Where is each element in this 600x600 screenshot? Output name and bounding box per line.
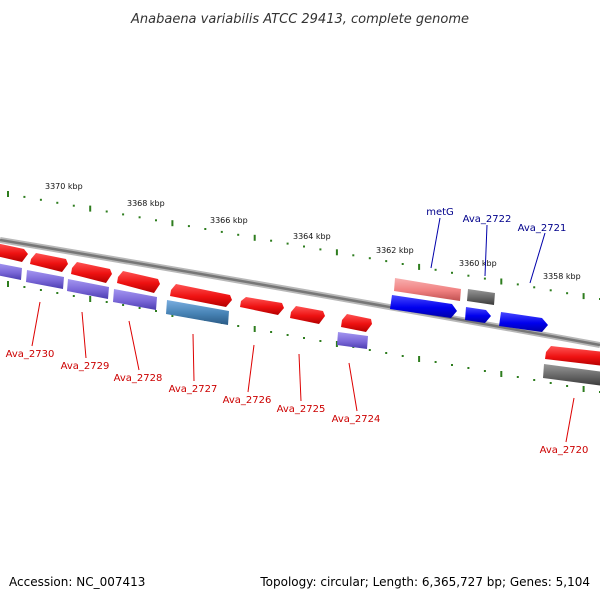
gene-arrow[interactable] — [170, 284, 232, 307]
gene-label-ava-2722[interactable]: Ava_2722 — [463, 214, 512, 225]
gene-arrow[interactable] — [465, 307, 491, 323]
gene-arrow[interactable] — [240, 297, 284, 315]
gene-arrow[interactable] — [71, 262, 112, 283]
gene-label-metg[interactable]: metG — [426, 207, 454, 218]
gene-arrow[interactable] — [0, 263, 22, 280]
genome-summary-text: Topology: circular; Length: 6,365,727 bp… — [259, 575, 590, 589]
tick-label: 3368 kbp — [127, 199, 165, 208]
gene-arrow[interactable] — [499, 312, 548, 332]
gene-arrow[interactable] — [30, 253, 68, 272]
gene-arrow[interactable] — [117, 271, 160, 293]
gene-arrow[interactable] — [166, 300, 229, 325]
gene-arrow[interactable] — [341, 314, 372, 332]
map-title: Anabaena variabilis ATCC 29413, complete… — [130, 12, 469, 27]
forward-strand-genes — [0, 243, 600, 366]
gene-label-ava-2725[interactable]: Ava_2725 — [277, 404, 326, 415]
tick-label: 3358 kbp — [543, 272, 581, 281]
gene-label-ava-2728[interactable]: Ava_2728 — [114, 373, 163, 384]
gene-arrow[interactable] — [467, 289, 495, 305]
genome-backbone-core — [0, 238, 600, 347]
tick-label: 3366 kbp — [210, 216, 248, 225]
gene-arrow[interactable] — [67, 279, 109, 299]
gene-arrow[interactable] — [394, 278, 461, 301]
lower-tick-track — [7, 281, 600, 393]
gene-label-ava-2730[interactable]: Ava_2730 — [6, 349, 55, 360]
gene-label-ava-2721[interactable]: Ava_2721 — [518, 223, 567, 234]
gene-label-ava-2726[interactable]: Ava_2726 — [223, 395, 272, 406]
gene-label-ava-2720[interactable]: Ava_2720 — [540, 445, 589, 456]
gene-arrow[interactable] — [113, 289, 157, 310]
reverse-strand-genes — [0, 263, 600, 386]
gene-label-ava-2727[interactable]: Ava_2727 — [169, 384, 218, 395]
gene-arrow[interactable] — [543, 364, 600, 386]
gene-arrow[interactable] — [26, 270, 64, 289]
gene-arrow[interactable] — [337, 332, 368, 349]
upper-tick-track — [7, 191, 600, 300]
gene-leader-lines — [31, 217, 575, 443]
gene-label-ava-2729[interactable]: Ava_2729 — [61, 361, 110, 372]
tick-label: 3360 kbp — [459, 259, 497, 268]
gene-label-ava-2724[interactable]: Ava_2724 — [332, 414, 381, 425]
tick-label: 3362 kbp — [376, 246, 414, 255]
gene-arrow[interactable] — [0, 243, 28, 262]
gene-arrow[interactable] — [390, 295, 457, 318]
coordinate-labels: 3370 kbp 3368 kbp 3366 kbp 3364 kbp 3362… — [45, 182, 581, 281]
tick-label: 3370 kbp — [45, 182, 83, 191]
gene-arrow[interactable] — [545, 346, 600, 366]
gene-labels: metG Ava_2722 Ava_2721 Ava_2730 Ava_2729… — [6, 207, 589, 456]
accession-text: Accession: NC_007413 — [9, 575, 145, 589]
tick-label: 3364 kbp — [293, 232, 331, 241]
gene-arrow[interactable] — [290, 306, 325, 324]
